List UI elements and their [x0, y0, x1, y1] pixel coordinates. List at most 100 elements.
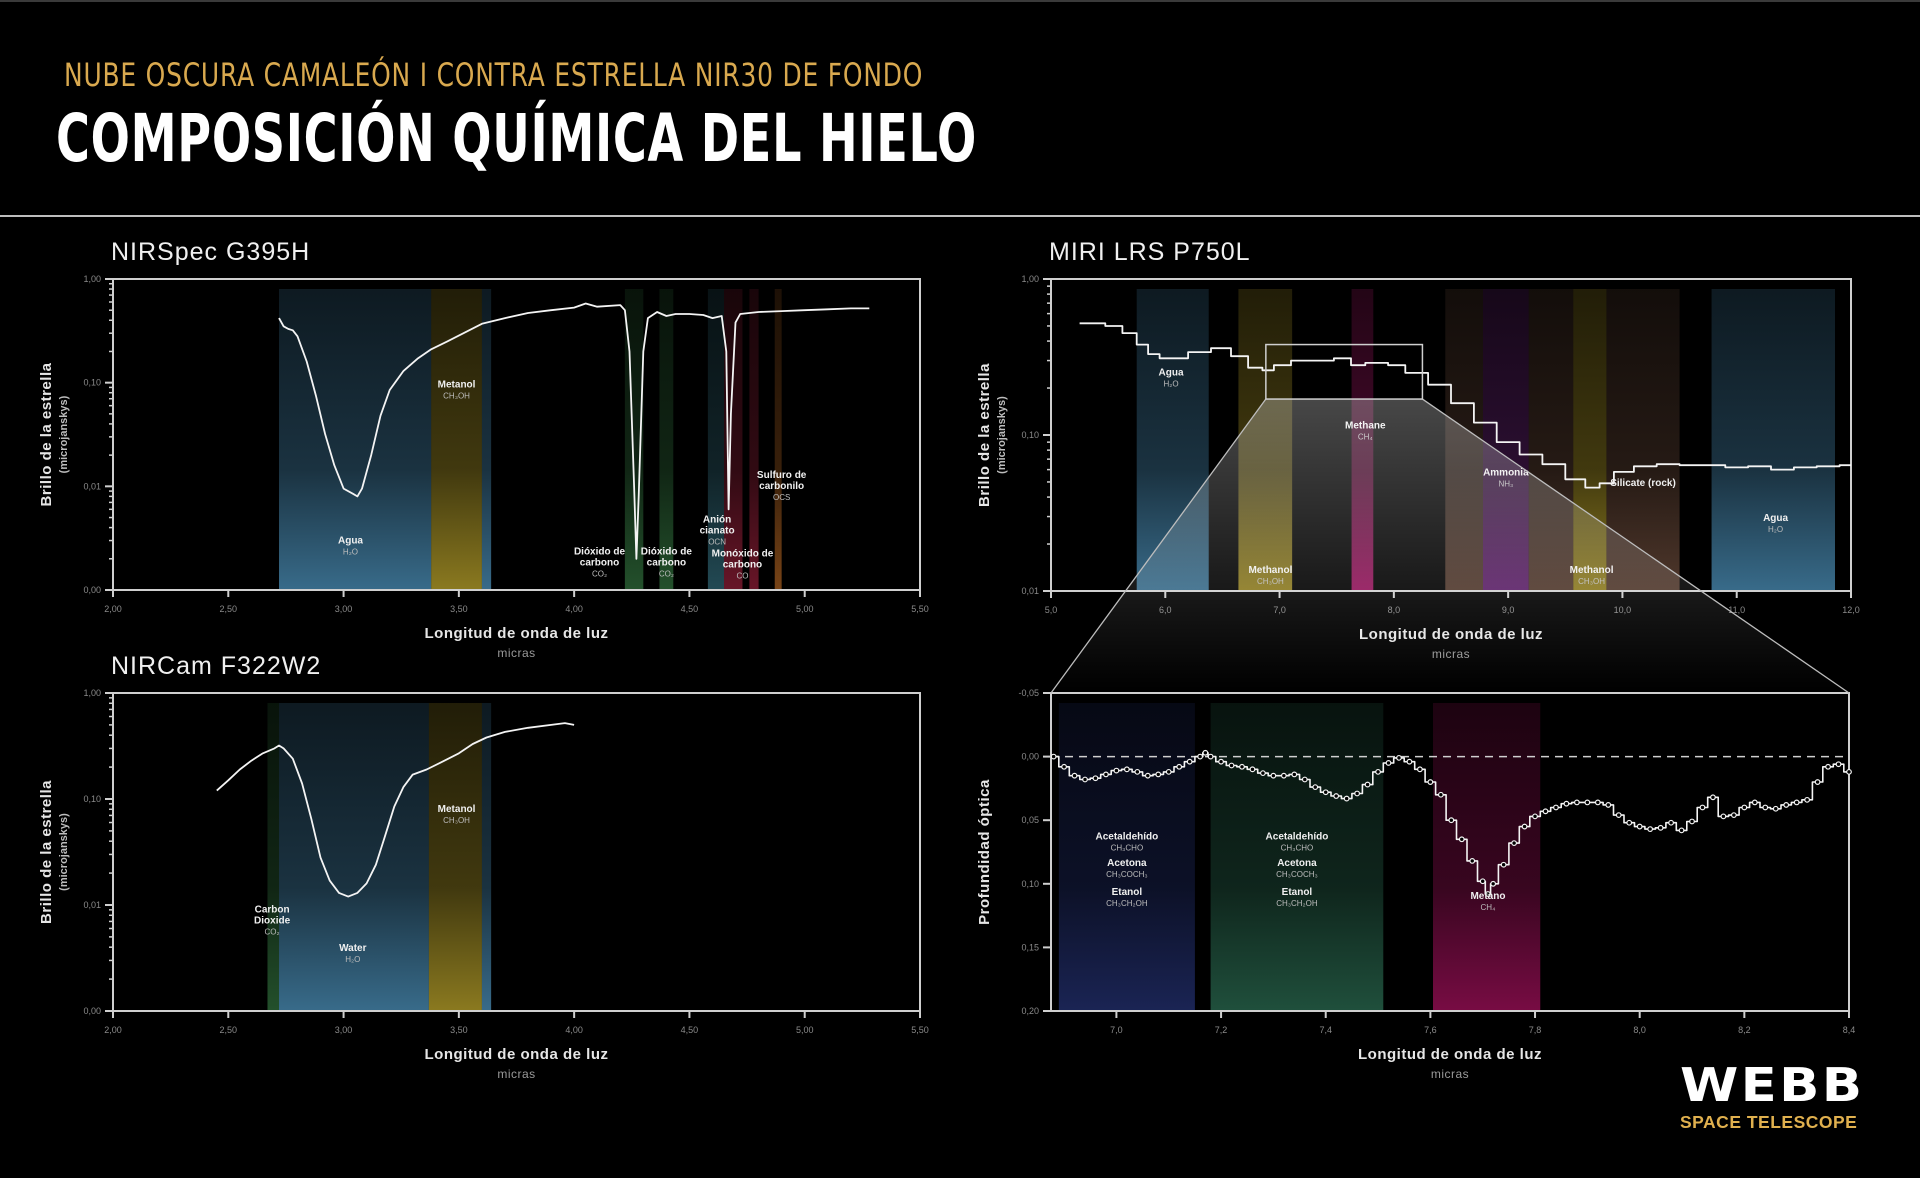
data-point: [1176, 763, 1183, 770]
data-point: [1521, 823, 1528, 830]
band-label: Monóxido de: [712, 549, 774, 560]
x-axis-title: Longitud de onda de luz: [425, 625, 609, 642]
data-point: [1406, 758, 1413, 765]
x-tick-label: 3,50: [450, 604, 468, 614]
data-point: [1186, 758, 1193, 765]
spectrum-line: [1079, 322, 1851, 489]
band-label: Metanol: [438, 379, 476, 390]
absorption-band: [749, 289, 759, 590]
data-point: [1636, 823, 1643, 830]
data-point: [1144, 772, 1151, 779]
data-point: [1490, 880, 1497, 887]
plot-frame: [112, 278, 921, 591]
zoom-projection: [1051, 399, 1849, 693]
data-point: [1458, 836, 1465, 843]
band-label: Water: [339, 943, 367, 954]
data-point: [1772, 805, 1779, 812]
spectrum-line: [278, 302, 870, 560]
data-point: [1532, 813, 1538, 820]
data-point: [1322, 789, 1329, 796]
data-point: [1249, 766, 1256, 773]
absorption-band: [279, 289, 432, 590]
data-point: [1364, 781, 1371, 788]
x-tick-label: 5,0: [1045, 605, 1058, 615]
band-label: Agua: [1763, 513, 1788, 524]
x-tick-label: 12,0: [1842, 605, 1860, 615]
data-point: [1762, 804, 1769, 811]
y-tick-label: 0,00: [83, 585, 101, 595]
panel-title-miri: MIRI LRS P750L: [1049, 238, 1251, 266]
x-tick-label: 3,00: [335, 1025, 353, 1035]
logo-tagline: SPACE TELESCOPE: [1680, 1112, 1858, 1132]
data-point: [1804, 796, 1811, 803]
data-point: [1375, 768, 1381, 775]
band-label: Acetaldehído: [1266, 831, 1329, 842]
band-label: carbono: [723, 560, 762, 571]
logo-wordmark: WEBB: [1680, 1058, 1865, 1112]
data-point: [1710, 794, 1716, 801]
absorption-band: [774, 289, 782, 590]
data-point: [1668, 819, 1674, 826]
x-axis-unit: micras: [497, 1067, 535, 1081]
data-point: [1741, 804, 1748, 811]
data-point: [1197, 753, 1204, 760]
y-axis-unit: (microjanskys): [58, 395, 70, 473]
data-point: [1312, 784, 1319, 791]
band-label: cianato: [700, 525, 735, 536]
absorption-band: [707, 289, 725, 590]
data-point: [1573, 799, 1580, 806]
data-point: [1050, 753, 1057, 760]
data-point: [1202, 749, 1209, 756]
x-tick-label: 4,50: [681, 604, 699, 614]
absorption-band: [431, 289, 482, 590]
data-point: [1647, 826, 1654, 833]
chart-nircam: 2,00 2,50 3,00 3,50 4,00 4,50 5,00 5,50 1,00 0,10…: [38, 688, 929, 1081]
data-point: [1134, 768, 1141, 775]
data-point: [1605, 802, 1612, 808]
x-tick-label: 8,4: [1843, 1025, 1856, 1035]
x-axis-unit: micras: [497, 646, 535, 660]
y-tick-label: 0,10: [1021, 430, 1039, 440]
data-point: [1260, 770, 1266, 777]
band-formula: CH₃OH: [443, 391, 470, 400]
y-tick-label: 0,10: [1021, 879, 1039, 889]
x-tick-label: 7,4: [1319, 1025, 1332, 1035]
y-tick-label: 0,10: [83, 378, 101, 388]
absorption-band: [1432, 703, 1541, 1011]
absorption-band: [1210, 703, 1384, 1011]
data-point: [1657, 824, 1664, 831]
spectrum-line: [216, 722, 575, 898]
band-formula: H₂O: [343, 548, 358, 557]
x-tick-label: 3,00: [335, 604, 353, 614]
x-tick-label: 2,00: [104, 604, 122, 614]
band-formula: H₂O: [1768, 525, 1783, 534]
data-point: [1071, 772, 1078, 779]
data-point: [1615, 812, 1622, 819]
band-label: Carbon: [255, 904, 290, 915]
band-formula: H₂O: [1163, 380, 1178, 389]
absorption-band: [1711, 289, 1835, 591]
y-tick-label: 0,00: [83, 1006, 101, 1016]
data-point: [1291, 771, 1298, 778]
band-formula: CO₂: [265, 927, 280, 936]
y-tick-label: 1,00: [83, 274, 101, 284]
data-point: [1417, 766, 1423, 773]
data-point: [1584, 799, 1591, 806]
data-point: [1207, 753, 1214, 760]
data-point: [1354, 790, 1361, 797]
data-point: [1814, 779, 1821, 785]
band-formula: CH₃CHO: [1111, 843, 1144, 852]
x-tick-label: 5,50: [911, 604, 929, 614]
panel-title-nirspec: NIRSpec G395H: [111, 238, 311, 266]
y-tick-label: 0,15: [1021, 942, 1039, 952]
absorption-band: [481, 703, 492, 1011]
x-tick-label: 5,50: [911, 1025, 929, 1035]
y-tick-label: 0,10: [83, 794, 101, 804]
y-tick-label: 0,01: [1021, 586, 1039, 596]
data-point: [1825, 763, 1831, 770]
x-tick-label: 7,6: [1424, 1025, 1437, 1035]
y-tick-label: 1,00: [83, 688, 101, 698]
data-point: [1835, 761, 1842, 768]
y-axis-title: Brillo de la estrella: [38, 780, 55, 924]
